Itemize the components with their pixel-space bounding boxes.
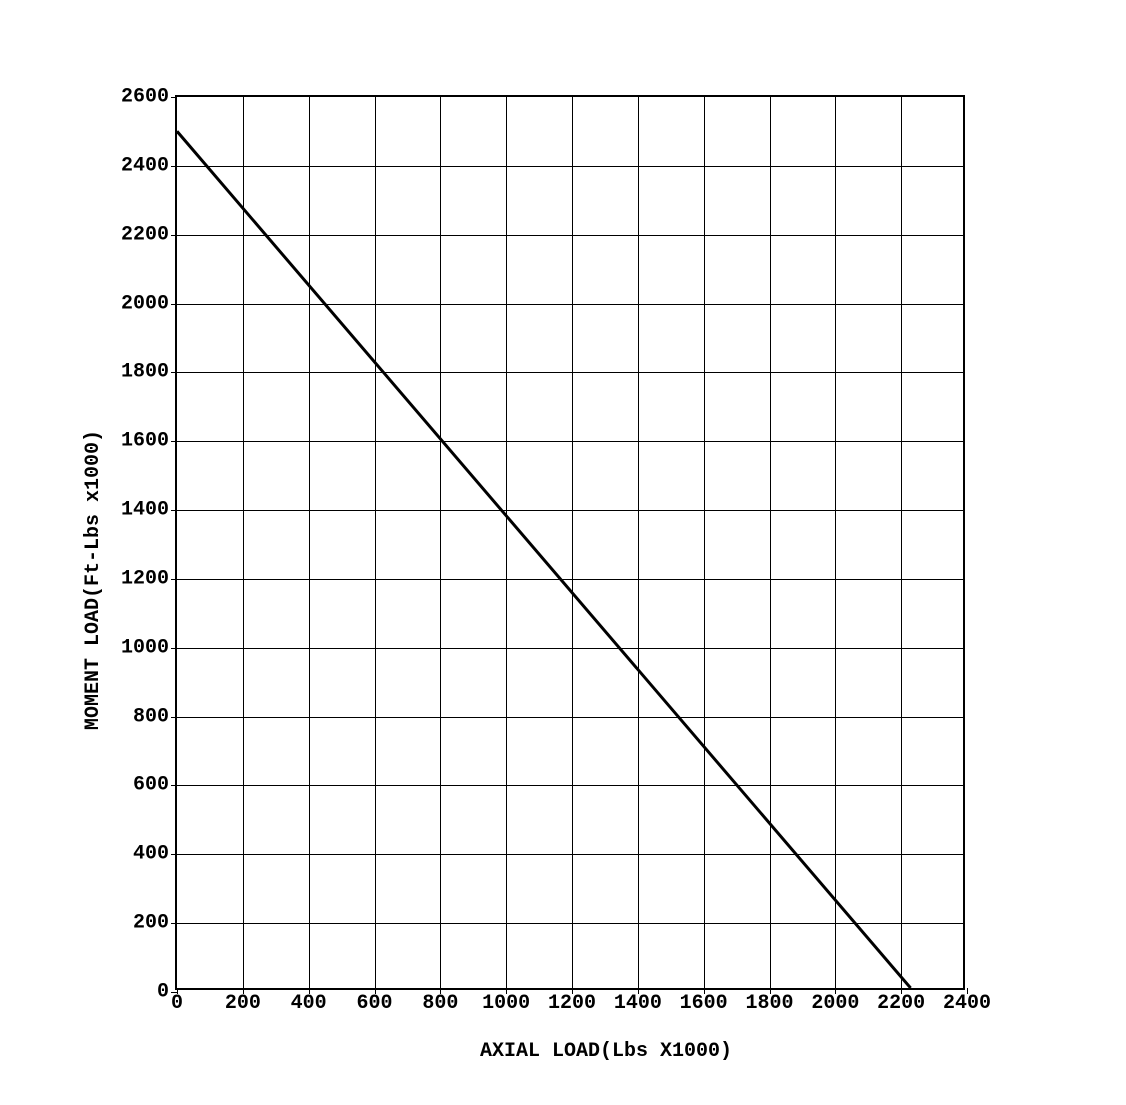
y-tick-mark (171, 166, 177, 167)
y-tick-label: 2000 (121, 292, 169, 315)
y-tick-label: 1400 (121, 499, 169, 522)
y-tick-mark (171, 441, 177, 442)
x-tick-label: 800 (422, 992, 458, 1015)
x-tick-label: 1000 (482, 992, 530, 1015)
y-tick-mark (171, 579, 177, 580)
plot-area: 0200400600800100012001400160018002000220… (175, 95, 965, 990)
x-tick-label: 600 (356, 992, 392, 1015)
y-tick-label: 1800 (121, 361, 169, 384)
y-tick-mark (171, 510, 177, 511)
y-tick-label: 1000 (121, 636, 169, 659)
y-tick-mark (171, 97, 177, 98)
x-tick-label: 1400 (614, 992, 662, 1015)
y-tick-label: 2200 (121, 223, 169, 246)
y-tick-mark (171, 785, 177, 786)
y-tick-mark (171, 992, 177, 993)
y-tick-label: 2400 (121, 154, 169, 177)
y-tick-mark (171, 717, 177, 718)
grid-line-horizontal (177, 304, 963, 305)
x-tick-label: 2000 (811, 992, 859, 1015)
y-tick-mark (171, 235, 177, 236)
grid-line-horizontal (177, 372, 963, 373)
x-axis-label: AXIAL LOAD(Lbs X1000) (480, 1040, 732, 1063)
y-tick-mark (171, 304, 177, 305)
x-tick-label: 1800 (745, 992, 793, 1015)
y-tick-label: 1200 (121, 567, 169, 590)
y-tick-label: 400 (133, 843, 169, 866)
grid-line-horizontal (177, 923, 963, 924)
y-tick-label: 800 (133, 705, 169, 728)
x-tick-label: 0 (171, 992, 183, 1015)
y-tick-mark (171, 648, 177, 649)
grid-line-horizontal (177, 717, 963, 718)
y-tick-label: 1600 (121, 430, 169, 453)
y-tick-label: 2600 (121, 86, 169, 109)
y-tick-label: 0 (157, 981, 169, 1004)
x-tick-label: 1600 (680, 992, 728, 1015)
x-tick-label: 1200 (548, 992, 596, 1015)
y-axis-label: MOMENT LOAD(Ft-Lbs x1000) (82, 430, 105, 730)
y-tick-label: 200 (133, 912, 169, 935)
x-tick-label: 2200 (877, 992, 925, 1015)
grid-line-horizontal (177, 579, 963, 580)
grid-line-horizontal (177, 854, 963, 855)
x-tick-label: 200 (225, 992, 261, 1015)
grid-line-horizontal (177, 441, 963, 442)
grid-line-horizontal (177, 510, 963, 511)
chart-container: 0200400600800100012001400160018002000220… (0, 0, 1126, 1105)
grid-line-horizontal (177, 166, 963, 167)
y-tick-mark (171, 854, 177, 855)
y-tick-mark (171, 923, 177, 924)
grid-line-horizontal (177, 785, 963, 786)
x-tick-label: 2400 (943, 992, 991, 1015)
y-tick-mark (171, 372, 177, 373)
y-tick-label: 600 (133, 774, 169, 797)
series-load-curve (177, 131, 911, 988)
x-tick-label: 400 (291, 992, 327, 1015)
grid-line-horizontal (177, 235, 963, 236)
grid-line-horizontal (177, 648, 963, 649)
